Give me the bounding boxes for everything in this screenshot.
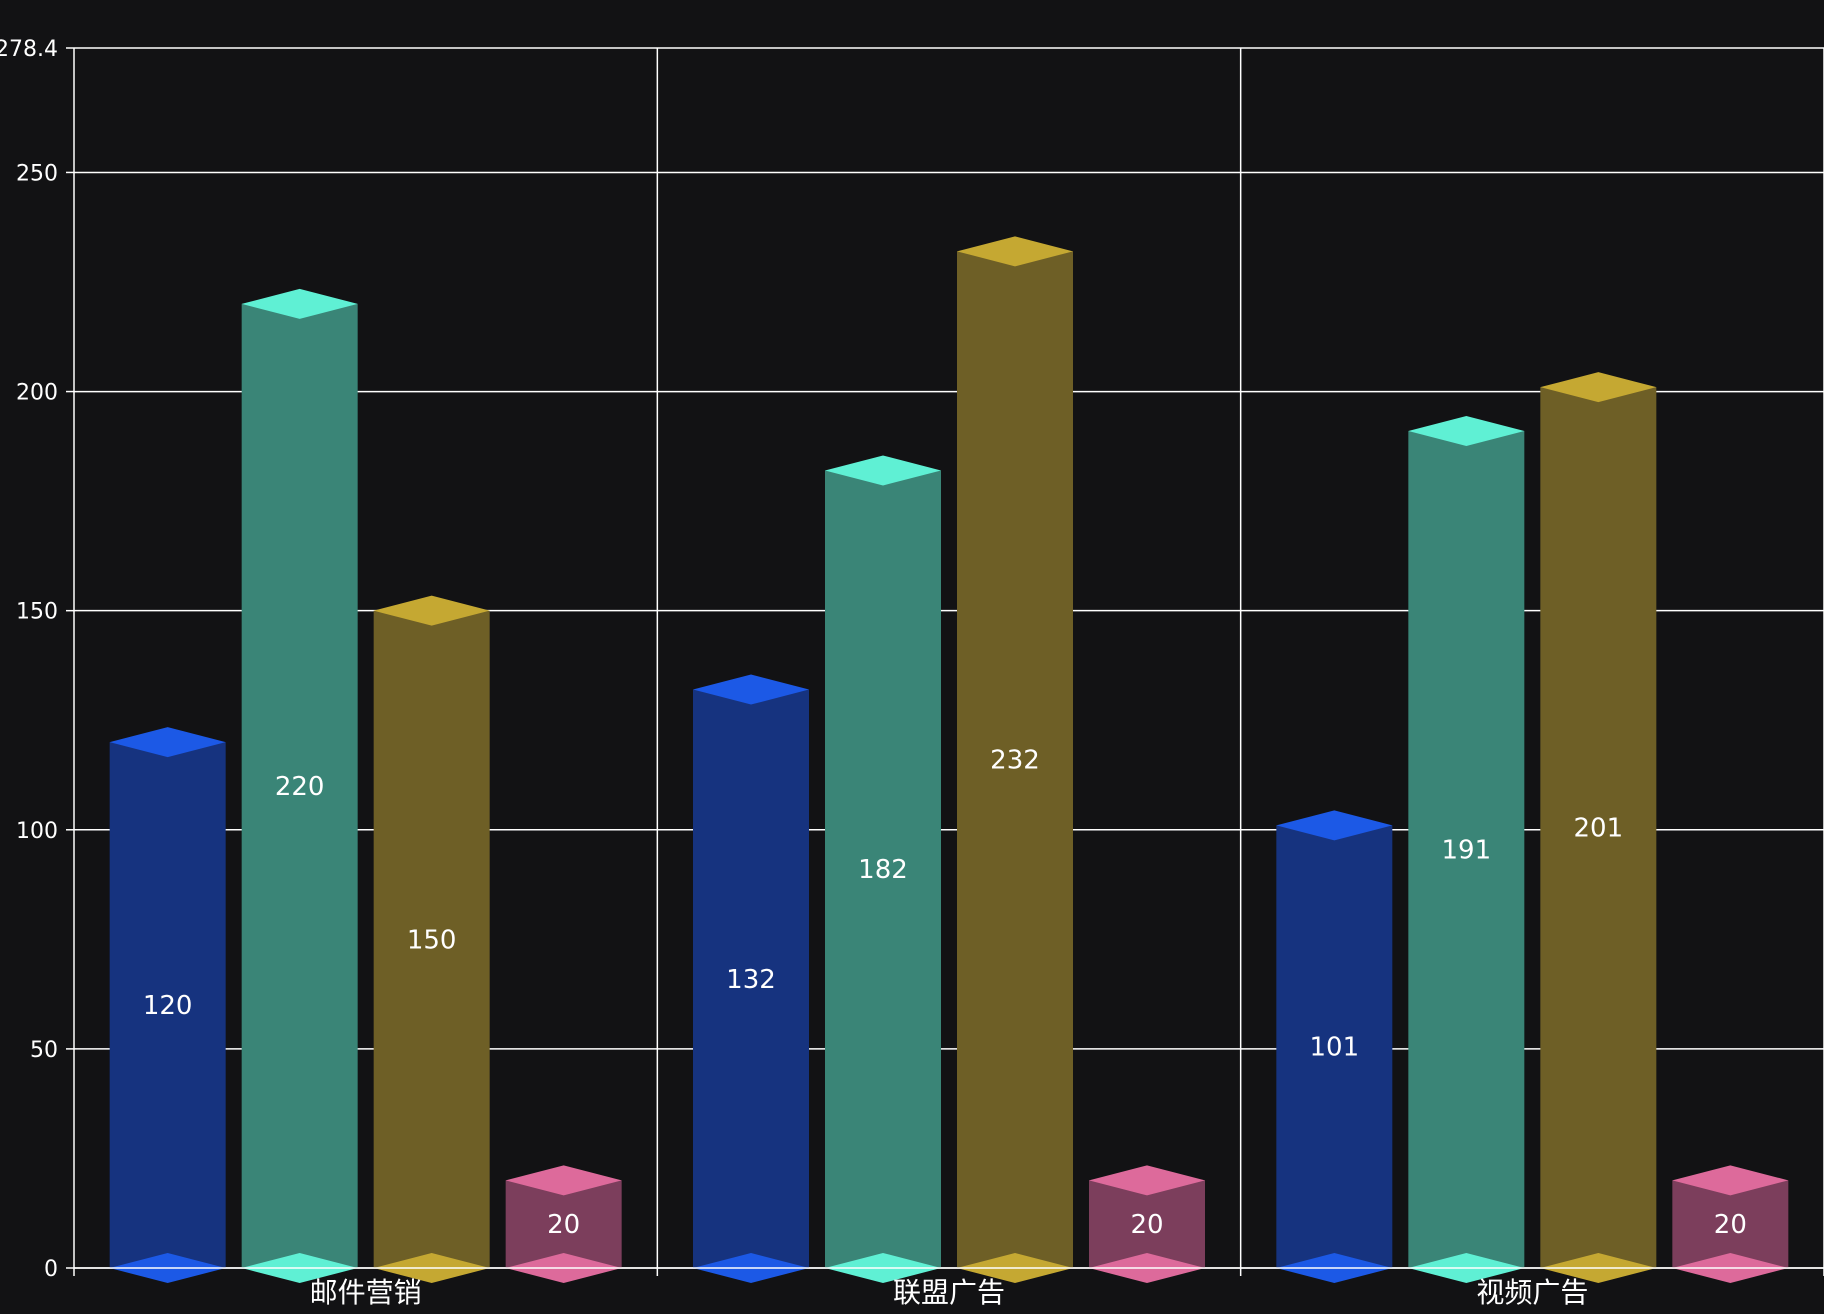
y-tick-label: 150	[16, 600, 58, 625]
bar-data-label: 20	[547, 1210, 580, 1240]
x-tick-label: 邮件营销	[310, 1276, 422, 1309]
bar-top-cap	[693, 674, 809, 705]
bar-data-label: 201	[1574, 814, 1624, 844]
bar	[109, 742, 226, 1268]
bar-data-label: 232	[990, 746, 1040, 776]
y-tick-label: 100	[16, 819, 58, 844]
axes: 0 50 100 150 200 250 278.4 邮件营销 联盟广告 视频广告	[0, 37, 1824, 1309]
bar-data-label: 220	[275, 772, 325, 802]
bar	[1408, 431, 1525, 1268]
bar-top-cap	[1276, 810, 1393, 841]
y-tick-label: 278.4	[0, 37, 58, 62]
y-tick-label: 250	[16, 161, 58, 186]
bar-top-cap	[1089, 1165, 1205, 1196]
bar-top-cap	[825, 455, 941, 486]
bar	[241, 303, 358, 1268]
bar-top-cap	[109, 727, 226, 758]
bar-data-label: 120	[143, 991, 193, 1021]
bar	[825, 470, 941, 1269]
y-tick-label: 0	[44, 1257, 58, 1282]
bar-top-cap	[505, 1165, 622, 1196]
bar-top-cap	[957, 236, 1073, 267]
bar-top-cap	[1408, 416, 1525, 447]
bar-top-cap	[241, 288, 358, 319]
x-tick-label: 视频广告	[1476, 1276, 1588, 1309]
data-labels: 120 132 101 220 182 191 150 232 201 20 20 20	[143, 746, 1747, 1241]
bar-top-cap	[373, 595, 490, 626]
x-tick-label: 联盟广告	[893, 1276, 1005, 1309]
bar-data-label: 191	[1442, 836, 1492, 866]
bar	[1276, 825, 1393, 1268]
bar-top-cap	[1672, 1165, 1789, 1196]
bar	[1540, 387, 1657, 1268]
bar-data-label: 20	[1130, 1210, 1163, 1240]
bar-data-label: 20	[1714, 1210, 1747, 1240]
bar	[373, 610, 490, 1268]
bar	[693, 689, 809, 1268]
grid-lines	[73, 47, 1824, 1276]
bar-top-cap	[1540, 372, 1657, 403]
bar-data-label: 132	[726, 965, 776, 995]
bar-data-label: 101	[1310, 1033, 1360, 1063]
bar-data-label: 182	[858, 855, 908, 885]
bar	[957, 251, 1073, 1269]
y-tick-label: 200	[16, 381, 58, 406]
bars	[109, 236, 1789, 1283]
y-tick-label: 50	[30, 1038, 58, 1063]
bar-data-label: 150	[407, 925, 457, 955]
